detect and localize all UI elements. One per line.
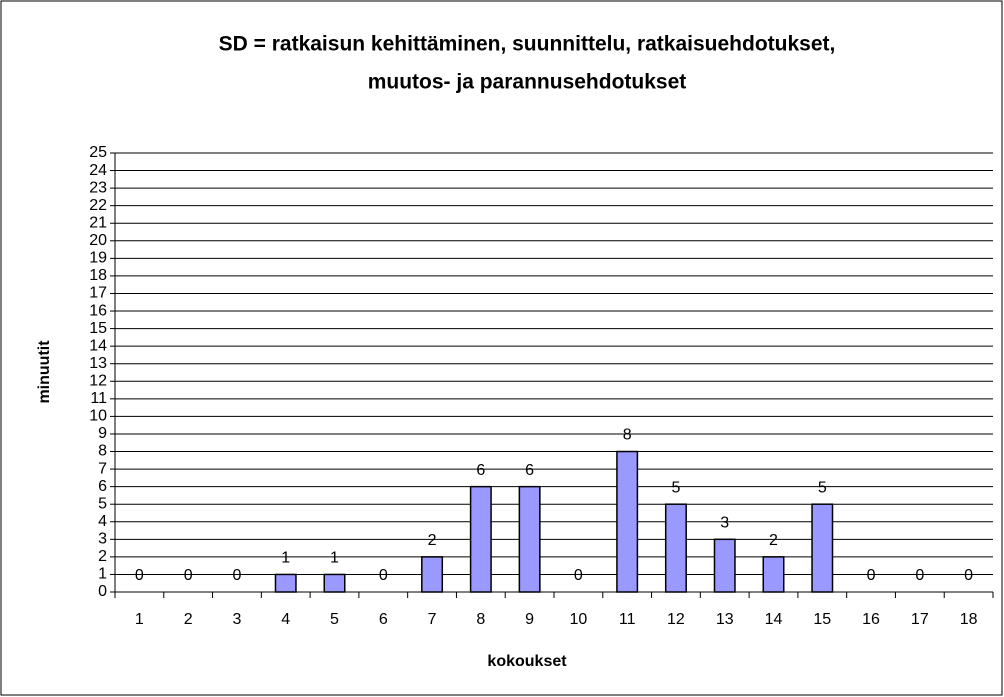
x-tick-label: 8 bbox=[476, 611, 485, 628]
data-label: 0 bbox=[184, 567, 193, 584]
data-label: 0 bbox=[867, 567, 876, 584]
y-tick-label: 8 bbox=[98, 443, 107, 460]
chart-title: muutos- ja parannusehdotukset bbox=[368, 71, 687, 94]
y-tick-label: 13 bbox=[89, 355, 107, 372]
x-tick-label: 1 bbox=[135, 611, 144, 628]
y-tick-label: 25 bbox=[89, 144, 107, 161]
data-label: 8 bbox=[623, 427, 632, 444]
bar bbox=[469, 485, 492, 593]
bar bbox=[713, 538, 736, 593]
bar bbox=[274, 573, 297, 593]
x-tick-label: 15 bbox=[813, 611, 831, 628]
y-tick-label: 10 bbox=[89, 408, 107, 425]
data-label: 0 bbox=[574, 567, 583, 584]
x-tick-label: 2 bbox=[184, 611, 193, 628]
data-label: 0 bbox=[379, 567, 388, 584]
chart-title: SD = ratkaisun kehittäminen, suunnittelu… bbox=[219, 33, 836, 56]
bar bbox=[421, 556, 444, 593]
x-tick-label: 16 bbox=[862, 611, 880, 628]
data-label: 2 bbox=[769, 532, 778, 549]
x-tick-label: 9 bbox=[525, 611, 534, 628]
y-tick-label: 15 bbox=[89, 320, 107, 337]
y-tick-label: 3 bbox=[98, 531, 107, 548]
x-tick-label: 3 bbox=[232, 611, 241, 628]
data-label: 1 bbox=[281, 550, 290, 567]
data-label: 3 bbox=[720, 515, 729, 532]
bar bbox=[664, 503, 687, 593]
x-tick-label: 14 bbox=[765, 611, 783, 628]
data-label: 2 bbox=[428, 532, 437, 549]
data-label: 5 bbox=[818, 479, 827, 496]
y-tick-label: 19 bbox=[89, 250, 107, 267]
y-tick-label: 18 bbox=[89, 267, 107, 284]
data-label: 5 bbox=[671, 479, 680, 496]
x-tick-label: 18 bbox=[960, 611, 978, 628]
data-label: 0 bbox=[964, 567, 973, 584]
y-tick-label: 0 bbox=[98, 583, 107, 600]
y-tick-label: 9 bbox=[98, 425, 107, 442]
y-tick-label: 20 bbox=[89, 232, 107, 249]
y-axis-title: minuutit bbox=[36, 340, 53, 404]
y-tick-label: 17 bbox=[89, 285, 107, 302]
x-tick-label: 10 bbox=[569, 611, 587, 628]
x-tick-label: 12 bbox=[667, 611, 685, 628]
x-tick-label: 13 bbox=[716, 611, 734, 628]
bar bbox=[811, 503, 834, 593]
data-label: 1 bbox=[330, 550, 339, 567]
bar bbox=[323, 573, 346, 593]
y-tick-label: 12 bbox=[89, 372, 107, 389]
y-tick-label: 5 bbox=[98, 495, 107, 512]
y-tick-label: 11 bbox=[90, 390, 107, 407]
bar bbox=[518, 485, 541, 593]
y-tick-label: 22 bbox=[89, 197, 107, 214]
x-tick-label: 17 bbox=[911, 611, 929, 628]
x-tick-label: 11 bbox=[619, 611, 636, 628]
bar bbox=[762, 556, 785, 593]
y-tick-label: 1 bbox=[98, 566, 107, 583]
y-tick-label: 14 bbox=[89, 337, 107, 354]
x-tick-label: 5 bbox=[330, 611, 339, 628]
data-label: 0 bbox=[232, 567, 241, 584]
x-tick-label: 7 bbox=[428, 611, 437, 628]
x-tick-label: 4 bbox=[281, 611, 290, 628]
y-tick-label: 24 bbox=[89, 162, 107, 179]
x-axis-title: kokoukset bbox=[487, 653, 567, 670]
data-label: 6 bbox=[476, 462, 485, 479]
y-tick-label: 7 bbox=[98, 460, 107, 477]
y-tick-label: 23 bbox=[89, 179, 107, 196]
y-tick-label: 2 bbox=[98, 548, 107, 565]
y-tick-label: 16 bbox=[89, 302, 107, 319]
bar bbox=[616, 450, 639, 593]
y-tick-label: 4 bbox=[98, 513, 107, 530]
data-label: 0 bbox=[135, 567, 144, 584]
data-label: 6 bbox=[525, 462, 534, 479]
y-tick-label: 21 bbox=[89, 214, 107, 231]
x-tick-label: 6 bbox=[379, 611, 388, 628]
data-label: 0 bbox=[915, 567, 924, 584]
y-tick-label: 6 bbox=[98, 478, 107, 495]
